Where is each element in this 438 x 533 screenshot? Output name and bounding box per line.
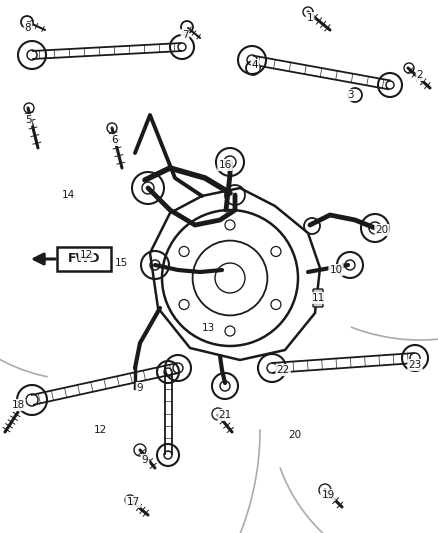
Text: 12: 12 (93, 425, 106, 435)
Text: 7: 7 (182, 30, 188, 40)
Text: 9: 9 (141, 455, 148, 465)
Text: 15: 15 (114, 258, 127, 268)
Text: 21: 21 (219, 410, 232, 420)
Text: 3: 3 (347, 90, 353, 100)
Text: 23: 23 (408, 360, 422, 370)
Text: 19: 19 (321, 490, 335, 500)
Text: 5: 5 (25, 115, 31, 125)
Text: 17: 17 (127, 497, 140, 507)
Text: 4: 4 (252, 60, 258, 70)
Text: 14: 14 (61, 190, 74, 200)
Text: 20: 20 (375, 225, 389, 235)
Text: 6: 6 (112, 135, 118, 145)
Text: 16: 16 (219, 160, 232, 170)
Text: 11: 11 (311, 293, 325, 303)
FancyBboxPatch shape (57, 247, 111, 271)
Text: 8: 8 (25, 23, 31, 33)
Text: 10: 10 (329, 265, 343, 275)
Text: 9: 9 (137, 383, 143, 393)
Text: 22: 22 (276, 365, 290, 375)
FancyBboxPatch shape (313, 289, 323, 307)
Text: 12: 12 (79, 250, 92, 260)
Text: 13: 13 (201, 323, 215, 333)
Text: 1: 1 (307, 13, 313, 23)
Text: FWD: FWD (68, 253, 100, 265)
Text: 18: 18 (11, 400, 25, 410)
Text: 2: 2 (417, 70, 423, 80)
Text: 20: 20 (289, 430, 301, 440)
